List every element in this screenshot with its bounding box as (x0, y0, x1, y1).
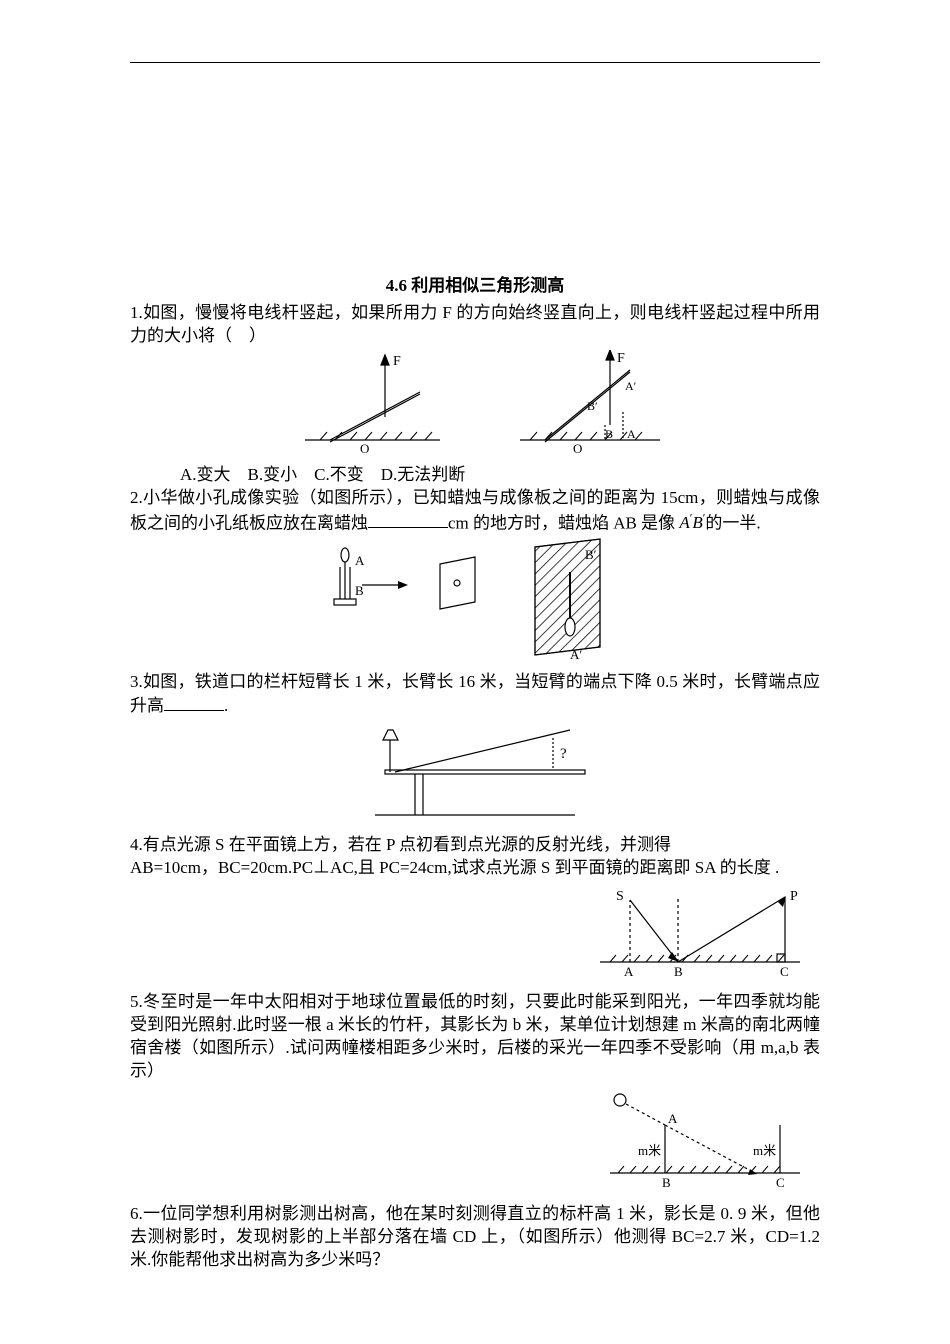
question-4-line1: 4.有点光源 S 在平面镜上方，若在 P 点初看到点光源的反射光线，并测得 (130, 834, 820, 857)
question-5: 5.冬至时是一年中太阳相对于地球位置最低的时刻，只要此时能采到阳光，一年四季就均… (130, 991, 820, 1083)
page-header-rule (130, 62, 820, 63)
svg-text:B: B (605, 427, 613, 441)
svg-text:A: A (624, 964, 634, 979)
svg-text:B: B (674, 964, 683, 979)
svg-text:B′: B′ (585, 547, 597, 562)
svg-text:F: F (393, 354, 401, 369)
q2-text-c: 的一半. (705, 513, 760, 532)
svg-text:A: A (355, 553, 365, 568)
figure-q5: m米 m米 A B C (130, 1085, 820, 1202)
svg-text:A: A (627, 427, 636, 441)
question-4-line2: AB=10cm，BC=20cm.PC⊥AC,且 PC=24cm,试求点光源 S … (130, 857, 820, 880)
figure-q4: S P A B C (130, 882, 820, 989)
figure-q1: F O F A B A′ B′ (130, 350, 820, 462)
question-1-options: A.变大 B.变小 C.不变 D.无法判断 (180, 464, 820, 487)
svg-text:?: ? (560, 746, 567, 762)
svg-text:O: O (360, 441, 369, 455)
section-title: 4.6 利用相似三角形测高 (130, 275, 820, 298)
svg-text:P: P (790, 889, 798, 904)
question-6: 6.一位同学想利用树影测出树高，他在某时刻测得直立的标杆高 1 米，影长是 0.… (130, 1203, 820, 1272)
q3-text-b: . (224, 696, 228, 715)
q3-text-a: 3.如图，铁道口的栏杆短臂长 1 米，长臂长 16 米，当短臂的端点下降 0.5… (130, 672, 820, 715)
question-1: 1.如图，慢慢将电线杆竖起，如果所用力 F 的方向始终竖直向上，则电线杆竖起过程… (130, 302, 820, 348)
svg-text:m米: m米 (753, 1143, 776, 1158)
figure-q2: A B B′ A′ (130, 537, 820, 669)
svg-text:m米: m米 (638, 1143, 661, 1158)
svg-text:F: F (617, 351, 625, 366)
svg-text:C: C (776, 1175, 785, 1190)
q3-blank (164, 694, 224, 711)
q2-blank (368, 511, 448, 528)
svg-text:A: A (668, 1111, 678, 1126)
figure-q3: ? (130, 720, 820, 832)
svg-text:C: C (780, 964, 789, 979)
q2-text-b: cm 的地方时，蜡烛焰 AB 是像 (448, 513, 675, 532)
document-content: 4.6 利用相似三角形测高 1.如图，慢慢将电线杆竖起，如果所用力 F 的方向始… (130, 275, 820, 1272)
svg-text:B: B (662, 1175, 671, 1190)
svg-text:O: O (573, 441, 582, 455)
svg-text:B′: B′ (587, 399, 598, 413)
q2-prime: A′B′ (679, 513, 705, 532)
question-2: 2.小华做小孔成像实验（如图所示），已知蜡烛与成像板之间的距离为 15cm，则蜡… (130, 487, 820, 536)
question-3: 3.如图，铁道口的栏杆短臂长 1 米，长臂长 16 米，当短臂的端点下降 0.5… (130, 671, 820, 718)
svg-text:A′: A′ (625, 379, 637, 393)
svg-text:A′: A′ (570, 647, 582, 662)
svg-text:S: S (616, 889, 624, 904)
